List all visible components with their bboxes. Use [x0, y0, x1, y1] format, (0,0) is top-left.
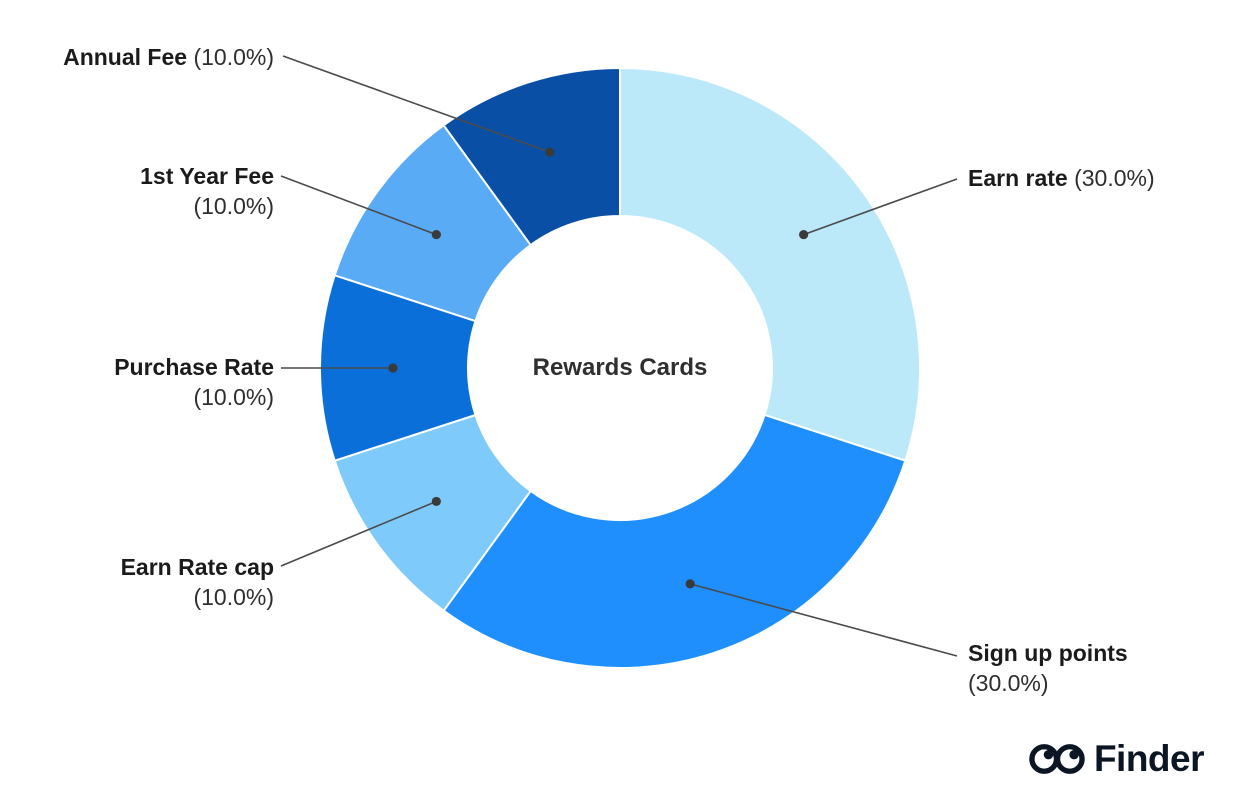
- slice-label-sign-up-points: Sign up points (30.0%): [968, 638, 1128, 698]
- leader-line-1st-year-fee: [280, 175, 437, 236]
- slice-label-purchase-rate: Purchase Rate (10.0%): [60, 352, 274, 412]
- slice-label-sign-up-points-pct: (30.0%): [968, 670, 1049, 696]
- leader-dot-1st-year-fee: [431, 229, 441, 240]
- pie-slice-earn-rate: [619, 66, 921, 462]
- slice-label-sign-up-points-name: Sign up points: [968, 640, 1128, 666]
- leader-line-earn-rate-cap: [280, 500, 437, 567]
- pie-slice-sign-up-points: [442, 413, 907, 669]
- slice-label-earn-rate-cap-name: Earn Rate cap: [120, 554, 274, 580]
- leader-dot-purchase-rate: [388, 363, 398, 373]
- leader-dots: [388, 147, 809, 589]
- finder-goggles-icon: [1029, 744, 1085, 774]
- finder-logo: Finder: [1029, 738, 1205, 780]
- slice-label-purchase-rate-pct: (10.0%): [193, 384, 274, 410]
- slice-label-1st-year-fee: 1st Year Fee (10.0%): [60, 161, 274, 221]
- leader-dot-earn-rate: [799, 229, 809, 240]
- slice-label-earn-rate: Earn rate (30.0%): [968, 163, 1155, 193]
- slice-label-earn-rate-name: Earn rate: [968, 165, 1068, 191]
- slice-label-annual-fee-name: Annual Fee: [63, 44, 188, 70]
- leader-line-sign-up-points: [689, 583, 958, 657]
- leader-lines: [280, 55, 958, 657]
- finder-logo-text: Finder: [1093, 738, 1205, 779]
- leader-dot-sign-up-points: [685, 579, 695, 589]
- pie-slice-annual-fee: [442, 66, 621, 247]
- slice-label-earn-rate-cap: Earn Rate cap (10.0%): [60, 552, 274, 612]
- slice-label-annual-fee: Annual Fee (10.0%): [30, 42, 274, 72]
- slice-label-earn-rate-cap-pct: (10.0%): [193, 584, 274, 610]
- slice-label-annual-fee-pct: (10.0%): [193, 44, 274, 70]
- slice-label-purchase-rate-name: Purchase Rate: [114, 354, 274, 380]
- leader-dot-earn-rate-cap: [431, 496, 441, 507]
- slice-label-earn-rate-pct: (30.0%): [1074, 165, 1155, 191]
- leader-line-earn-rate: [803, 178, 958, 236]
- leader-line-annual-fee: [282, 55, 551, 153]
- slice-label-1st-year-fee-name: 1st Year Fee: [140, 163, 274, 189]
- leader-dot-annual-fee: [545, 147, 555, 157]
- slice-label-1st-year-fee-pct: (10.0%): [193, 193, 274, 219]
- chart-title: Rewards Cards: [532, 354, 708, 381]
- donut-slices: [318, 66, 921, 669]
